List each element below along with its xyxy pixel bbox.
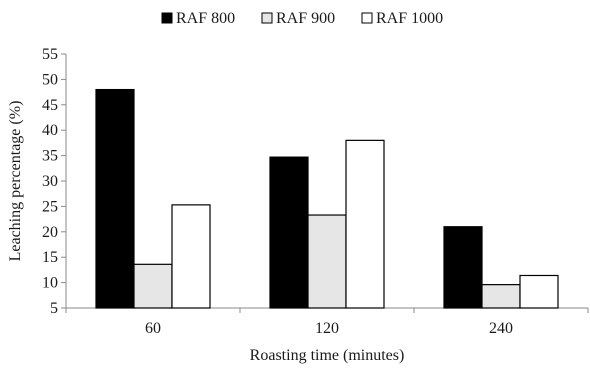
legend-swatch [261,12,273,24]
y-tick-label: 40 [42,122,58,139]
y-tick-label: 20 [42,224,58,241]
x-tick-label: 120 [315,320,339,337]
y-tick-label: 30 [42,173,58,190]
y-tick-label: 5 [50,300,58,317]
legend-label: RAF 900 [276,10,335,27]
y-tick-label: 10 [42,275,58,292]
y-tick-label: 55 [42,46,58,63]
bar-raf-800-120 [269,156,309,309]
x-tick-label: 60 [145,320,161,337]
bar-raf-800-60 [95,88,135,309]
y-axis-title: Leaching percentage (%) [7,101,24,262]
y-tick-label: 15 [42,249,58,266]
bars [95,88,559,309]
bar-raf-1000-120 [345,139,385,309]
bar-raf-900-120 [307,214,347,309]
bar-raf-800-240 [443,226,483,309]
y-tick-label: 35 [42,148,58,165]
bar-raf-900-240 [481,284,521,309]
bar-raf-1000-60 [171,204,211,309]
x-tick-label: 240 [489,320,513,337]
bar-raf-1000-240 [519,274,559,309]
y-tick-label: 25 [42,198,58,215]
legend-label: RAF 800 [176,10,235,27]
y-tick-label: 50 [42,71,58,88]
x-axis-title: Roasting time (minutes) [250,347,405,364]
x-axis: 60 120 240 [65,307,589,337]
y-tick-label: 45 [42,97,58,114]
legend: RAF 800 RAF 900 RAF 1000 [161,10,443,27]
y-axis: 5 10 15 20 25 30 35 40 45 50 55 [42,46,67,317]
bar-raf-900-60 [133,263,173,309]
legend-swatch [161,12,173,24]
legend-label: RAF 1000 [376,10,443,27]
legend-swatch [361,12,373,24]
